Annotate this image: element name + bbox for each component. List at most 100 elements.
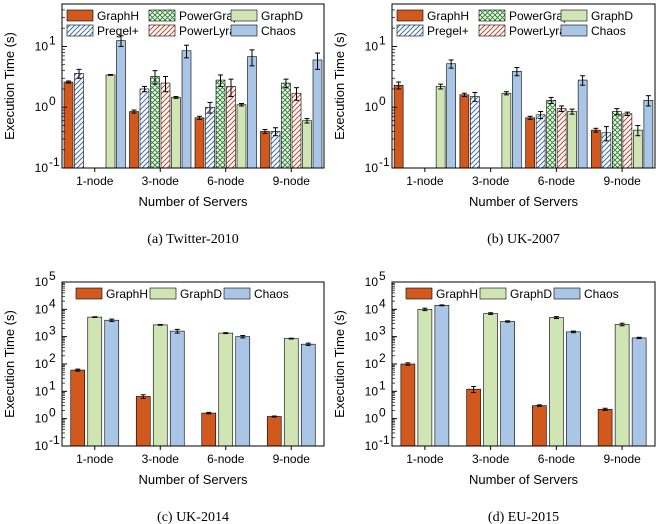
error-bar: [536, 404, 542, 407]
legend-swatch: [149, 287, 177, 300]
x-tick-label: 3-node: [472, 174, 510, 188]
error-bar: [109, 318, 115, 322]
error-bar: [142, 85, 147, 93]
error-bar: [514, 67, 520, 77]
bar-graphd-9-node: [283, 338, 299, 447]
legend-swatch: [230, 24, 258, 37]
bar-graphh-6-node: [525, 117, 535, 169]
error-bar: [580, 75, 586, 86]
y-tick-label: 10: [35, 302, 49, 316]
y-tick-label: 10: [365, 39, 379, 53]
bar-graphh-1-node: [70, 369, 86, 447]
bar-chaos-6-node: [577, 79, 588, 169]
legend-label: GraphH: [436, 287, 478, 301]
error-bar: [75, 368, 81, 372]
legend-swatch: [478, 9, 506, 22]
y-tick-exponent: 0: [49, 406, 56, 420]
error-bar: [503, 91, 509, 96]
x-tick-label: 1-node: [76, 452, 114, 466]
error-bar: [488, 312, 494, 315]
bar-pregel-6-node: [535, 114, 546, 169]
bar-graphh-6-node: [201, 412, 217, 447]
bar-chaos-9-node: [312, 59, 323, 169]
y-tick-label: 10: [365, 275, 379, 289]
x-tick-label: 1-node: [406, 452, 444, 466]
subfigure-caption: (b) UK-2007: [487, 232, 560, 247]
y-tick-label: 10: [365, 412, 379, 426]
error-bar: [635, 125, 641, 137]
y-tick-exponent: -1: [49, 155, 60, 169]
bar-pregel-3-node: [139, 88, 150, 169]
error-bar: [218, 74, 223, 87]
error-bar: [405, 362, 411, 366]
legend-label: GraphH: [427, 9, 469, 23]
bar-graphd-3-node: [171, 97, 181, 169]
y-tick-label: 10: [35, 439, 49, 453]
bar-pregel-9-node: [270, 131, 281, 169]
legend-label: PowerLyra: [179, 24, 236, 38]
bar-powerlyra-9-node: [291, 92, 302, 169]
x-tick-label: 6-node: [207, 452, 245, 466]
x-tick-label: 3-node: [472, 452, 510, 466]
legend-label: GraphD: [591, 9, 633, 23]
x-tick-label: 9-node: [273, 174, 311, 188]
bar-chaos-1-node: [434, 305, 450, 447]
error-bar: [108, 74, 113, 76]
legend-swatch: [148, 9, 176, 22]
error-bar: [131, 109, 137, 114]
legend-swatch: [66, 24, 94, 37]
error-bar: [624, 111, 630, 117]
y-axis-label: Execution Time (s): [332, 310, 347, 418]
x-tick-label: 3-node: [142, 174, 180, 188]
y-tick-exponent: 4: [379, 296, 386, 310]
error-bar: [461, 92, 467, 98]
legend-swatch: [396, 9, 424, 22]
bar-powerlyra-6-node: [556, 108, 567, 169]
y-tick-label: 10: [35, 161, 49, 175]
bar-graphh-9-node: [597, 409, 613, 447]
error-bar: [152, 70, 158, 85]
legend-label: GraphD: [180, 287, 222, 301]
legend-swatch: [66, 9, 94, 22]
legend-swatch: [396, 24, 424, 37]
subfigure-caption: (d) EU-2015: [488, 510, 559, 524]
x-tick-label: 1-node: [406, 174, 444, 188]
error-bar: [548, 96, 554, 105]
y-axis-label: Execution Time (s): [332, 32, 347, 140]
bar-powergraph-6-node: [215, 79, 226, 169]
legend-swatch: [560, 9, 588, 22]
error-bar: [602, 407, 608, 411]
bar-powerlyra-9-node: [622, 113, 633, 169]
bar-chaos-1-node: [116, 40, 126, 169]
y-tick-exponent: 5: [379, 269, 386, 283]
error-bar: [396, 81, 402, 90]
y-tick-exponent: 1: [379, 378, 386, 392]
y-tick-label: 10: [35, 357, 49, 371]
error-bar: [553, 316, 559, 320]
error-bar: [197, 115, 202, 120]
error-bar: [207, 101, 213, 114]
legend-label: PowerGraph: [509, 9, 576, 23]
bar-pregel-6-node: [205, 106, 215, 169]
y-tick-exponent: 0: [49, 94, 56, 108]
bar-chaos-3-node: [500, 321, 515, 447]
y-tick-label: 10: [365, 302, 379, 316]
plot-frame: [391, 3, 656, 169]
y-tick-exponent: 3: [379, 324, 386, 338]
legend-label: GraphD: [261, 9, 303, 23]
y-axis-label: Execution Time (s): [2, 310, 17, 418]
bar-graphh-9-node: [266, 416, 282, 447]
bar-graphh-9-node: [591, 129, 601, 169]
error-bar: [174, 328, 180, 334]
error-bar: [118, 35, 124, 47]
legend-swatch: [405, 287, 433, 300]
error-bar: [614, 108, 620, 116]
y-tick-label: 10: [365, 384, 379, 398]
y-tick-label: 10: [365, 439, 379, 453]
bar-graphh-6-node: [194, 117, 205, 169]
error-bar: [505, 320, 511, 323]
subfigure-caption: (a) Twitter-2010: [147, 232, 238, 247]
y-tick-exponent: -1: [49, 433, 60, 447]
error-bar: [619, 322, 625, 327]
